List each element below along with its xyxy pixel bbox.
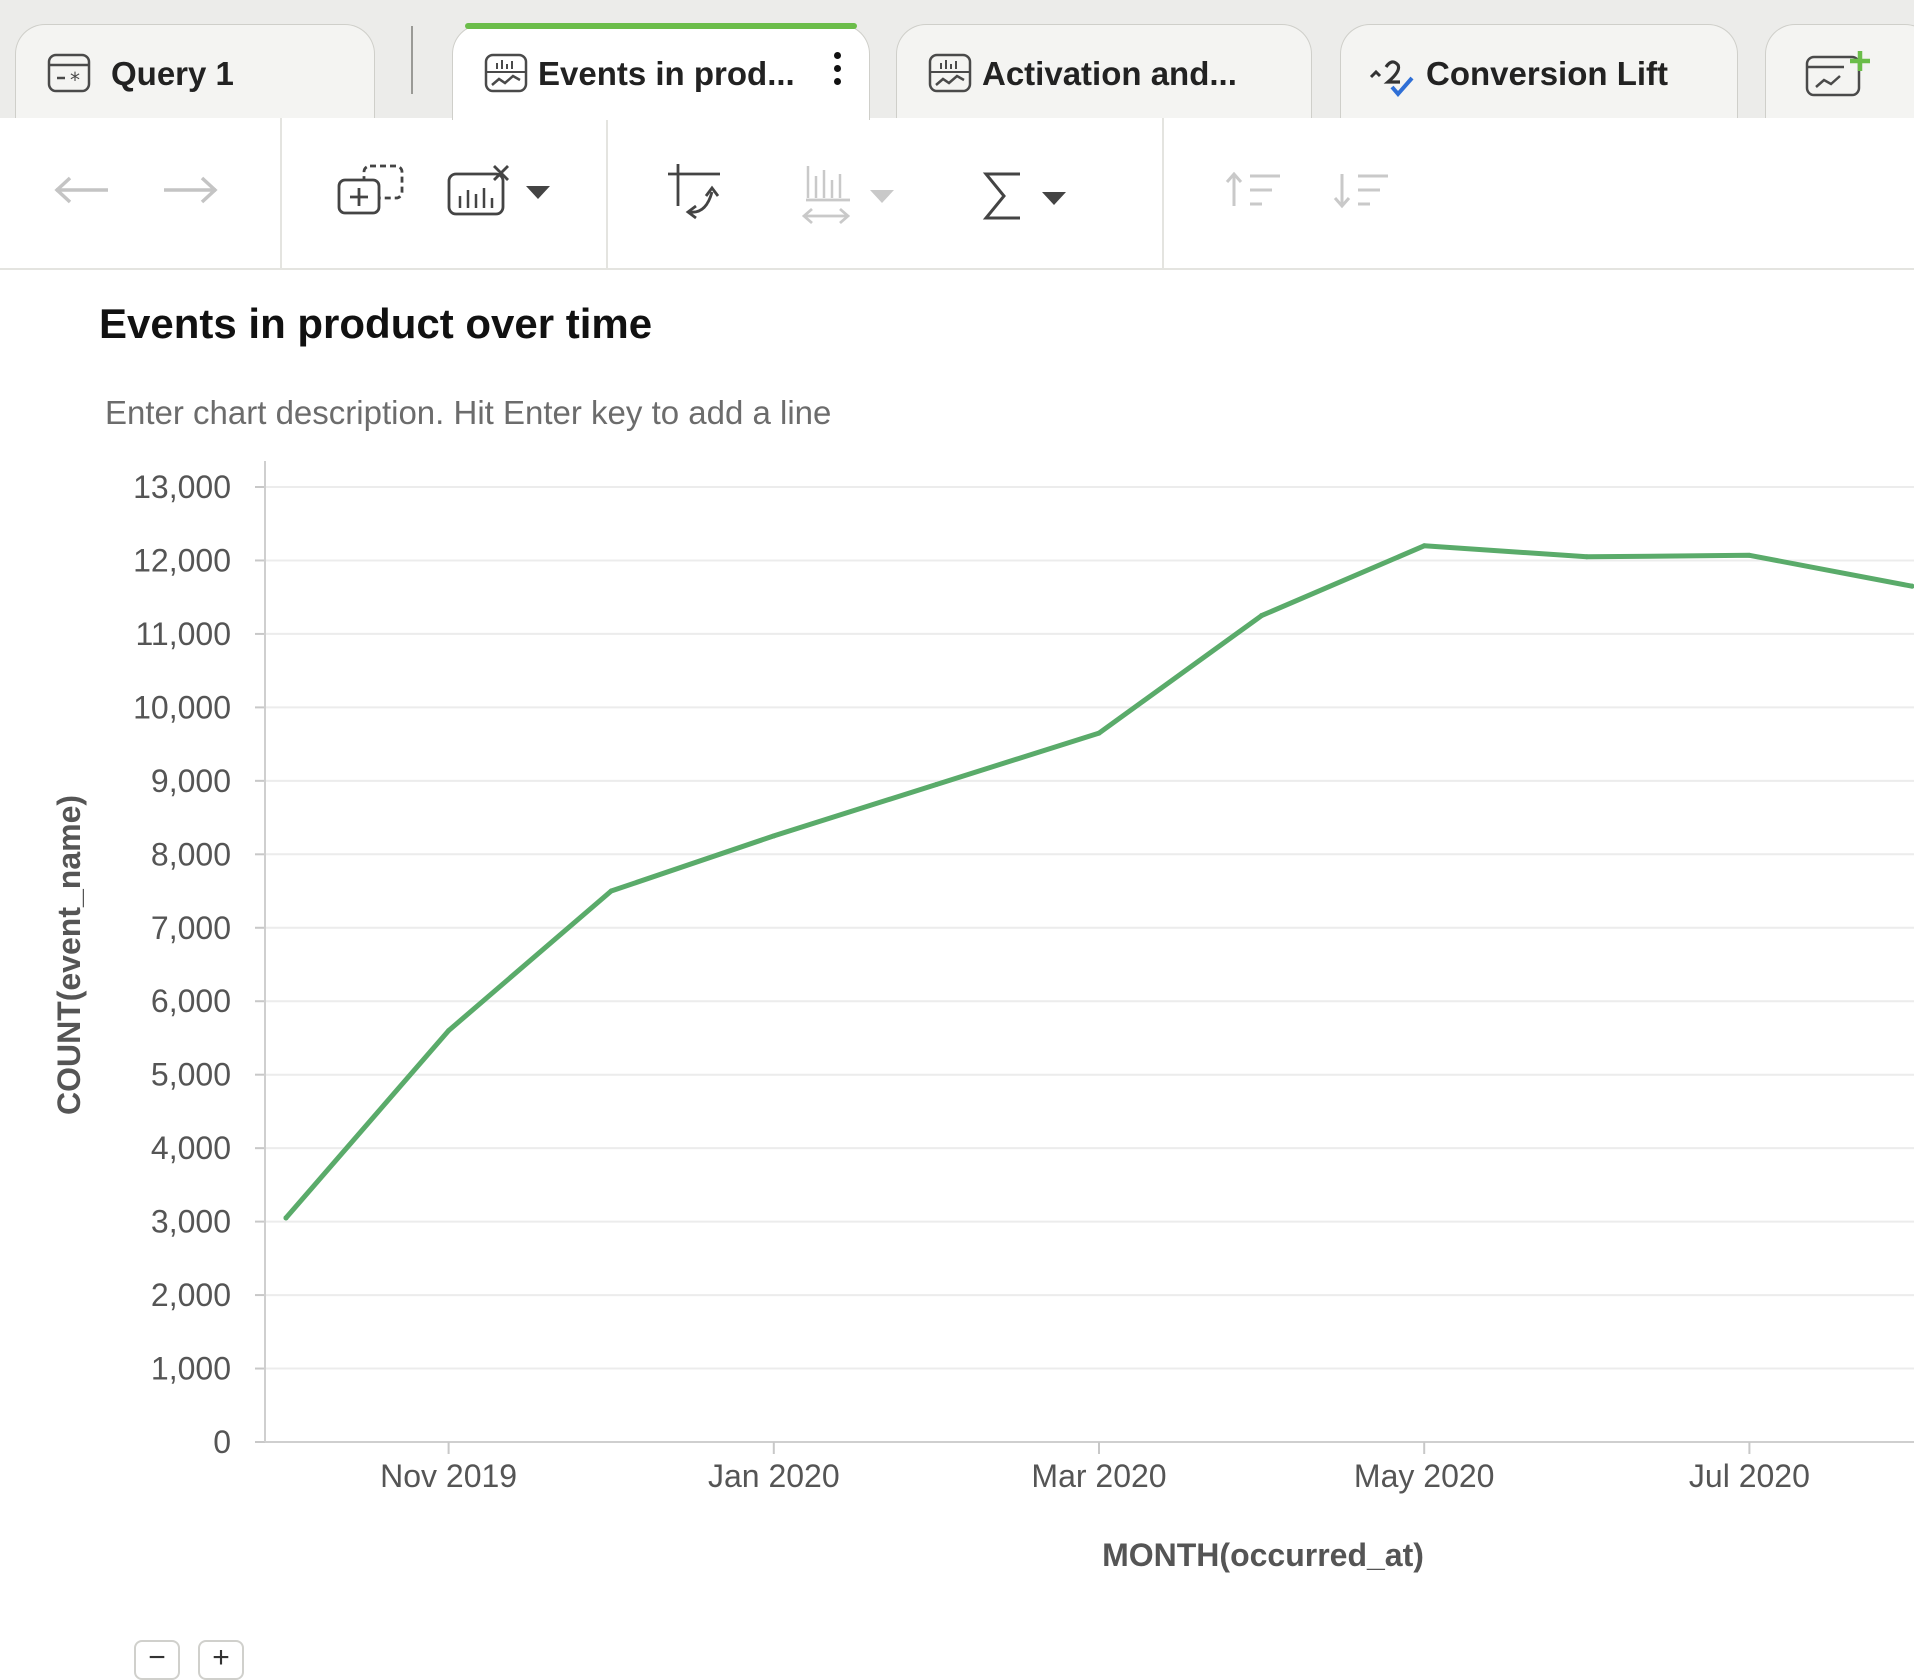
new-tab-button[interactable] [1765,24,1914,119]
y-tick-label: 5,000 [151,1057,231,1093]
sort-descending-icon[interactable] [1332,170,1392,214]
data-point [1422,543,1427,548]
chart-clear-icon[interactable] [446,162,556,218]
data-point [446,1028,451,1033]
tab-events-in-product[interactable]: Events in prod... [452,24,870,120]
y-tick-label: 2,000 [151,1277,231,1313]
data-point [934,782,939,787]
zoom-out-button[interactable]: − [134,1640,180,1680]
tab-label: Conversion Lift [1426,55,1668,93]
chart-icon [927,49,975,97]
y-tick-label: 1,000 [151,1351,231,1387]
y-axis-label: COUNT(event_name) [51,795,87,1115]
forward-arrow-icon[interactable] [160,170,220,210]
back-arrow-icon[interactable] [52,170,112,210]
svg-text:*: * [70,68,80,92]
swap-axes-icon[interactable] [666,162,732,228]
x-axis-label: MONTH(occurred_at) [1102,1537,1424,1573]
active-tab-indicator [465,23,857,29]
data-point [1747,553,1752,558]
chart-title[interactable]: Events in product over time [99,300,652,348]
zoom-in-button[interactable]: + [198,1640,244,1680]
chart-range-icon[interactable] [800,162,900,228]
y-tick-label: 10,000 [133,689,231,725]
y-tick-label: 11,000 [136,616,232,652]
y-tick-label: 12,000 [133,542,231,578]
y-tick-label: 8,000 [151,836,231,872]
tab-label: Query 1 [111,55,234,93]
x-tick-label: Nov 2019 [380,1458,517,1494]
tab-label: Activation and... [982,55,1237,93]
x-tick-label: Jan 2020 [708,1458,840,1494]
chart-description-input[interactable]: Enter chart description. Hit Enter key t… [105,394,831,432]
series-line [286,546,1912,1218]
tab-conversion-lift[interactable]: Conversion Lift [1340,24,1738,119]
query-icon: * [46,49,94,97]
data-point [1584,554,1589,559]
line-chart: 0 1,000 2,000 3,000 4,000 5,000 6,000 7,000 8,00… [0,440,1914,1600]
data-point [771,833,776,838]
y-tick-label: 7,000 [151,910,231,946]
data-point [284,1215,289,1220]
y-tick-label: 13,000 [133,469,231,505]
y-tick-label: 3,000 [151,1204,231,1240]
tab-bar: * Query 1 Events in prod... [0,0,1914,119]
sort-ascending-icon[interactable] [1224,170,1284,214]
toolbar-divider [606,118,608,268]
tab-divider [411,26,413,94]
tab-menu-icon[interactable] [831,47,843,93]
sigma-icon[interactable] [982,170,1072,226]
x-tick-label: Jul 2020 [1689,1458,1810,1494]
y-tick-label: 0 [213,1424,231,1460]
chart-toolbar [0,118,1914,270]
tab-query-1[interactable]: * Query 1 [15,24,375,119]
x-tick-label: Mar 2020 [1031,1458,1166,1494]
toolbar-divider [1162,118,1164,268]
tab-activation[interactable]: Activation and... [896,24,1312,119]
x-tick-label: May 2020 [1354,1458,1495,1494]
chart-icon [483,49,531,97]
data-point [1097,731,1102,736]
y-tick-label: 6,000 [151,983,231,1019]
data-point [1259,613,1264,618]
new-chart-icon [1804,49,1852,97]
y-tick-label: 9,000 [151,763,231,799]
add-series-icon[interactable] [334,162,408,218]
data-point [609,889,614,894]
toolbar-divider [280,118,282,268]
conversion-lift-icon [1369,53,1417,101]
tab-label: Events in prod... [538,55,795,93]
y-tick-label: 4,000 [151,1130,231,1166]
